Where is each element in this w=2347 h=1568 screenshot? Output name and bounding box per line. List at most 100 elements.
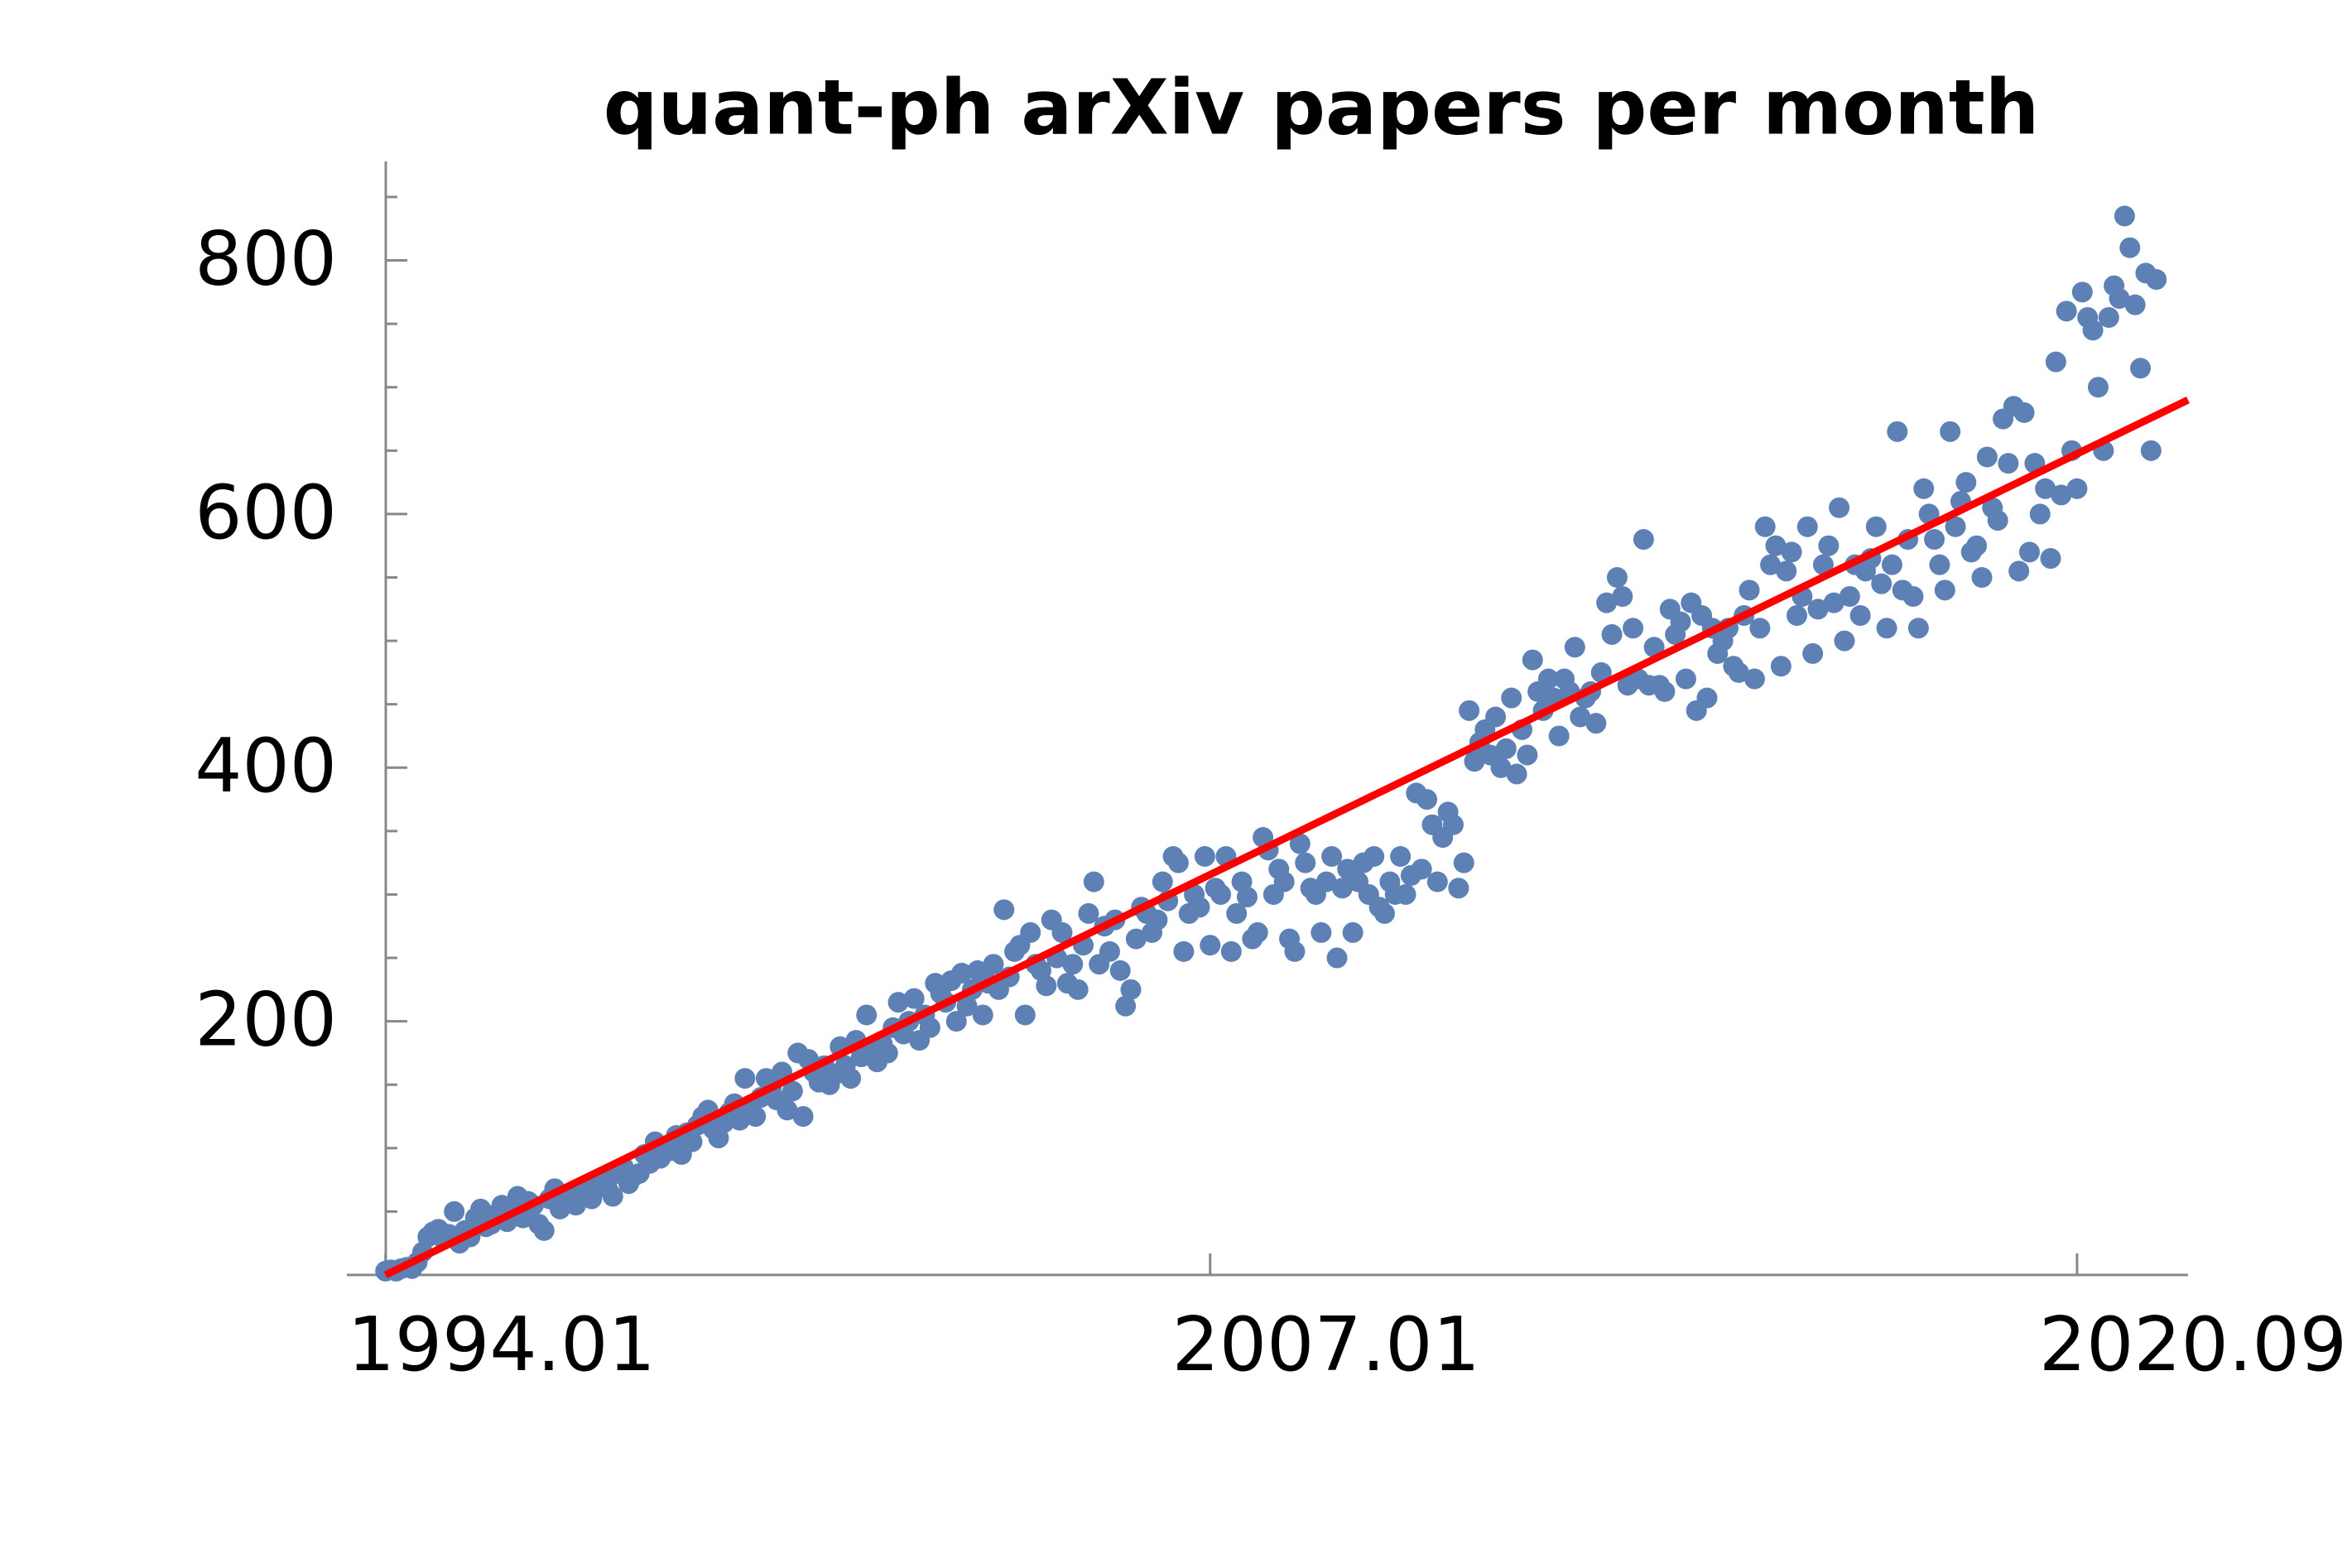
data-point — [1014, 1004, 1036, 1026]
data-point — [1390, 846, 1412, 867]
data-point — [993, 899, 1015, 921]
data-point — [1363, 846, 1385, 867]
data-point — [602, 1186, 623, 1207]
data-point — [1125, 928, 1147, 950]
data-point — [840, 1068, 862, 1089]
data-point — [1411, 859, 1432, 880]
data-point — [1929, 554, 1950, 575]
data-point — [2008, 560, 2030, 582]
data-point — [782, 1080, 803, 1102]
data-point — [2098, 306, 2119, 328]
data-point — [1760, 554, 1782, 575]
data-point — [956, 995, 978, 1017]
data-point — [983, 954, 1004, 975]
data-point — [1987, 510, 2008, 531]
data-point — [777, 1099, 798, 1121]
data-point — [1940, 421, 1961, 442]
data-point — [1537, 668, 1559, 690]
data-point — [792, 1106, 814, 1128]
data-point — [1099, 940, 1120, 962]
data-point — [1289, 833, 1311, 854]
data-point — [1743, 668, 1765, 690]
data-point — [1416, 789, 1438, 810]
data-point — [1913, 478, 1935, 499]
data-point — [681, 1131, 703, 1152]
y-tick-label: 600 — [195, 469, 337, 556]
data-point — [887, 992, 909, 1013]
data-point — [1152, 871, 1173, 892]
data-point — [1147, 909, 1168, 931]
data-point — [1754, 516, 1776, 537]
data-point — [1200, 935, 1221, 956]
data-point — [1501, 687, 1522, 709]
data-point — [1331, 878, 1353, 899]
data-point — [1812, 554, 1834, 575]
data-point — [1839, 585, 1860, 607]
data-point — [1321, 846, 1343, 867]
data-point — [1485, 706, 1507, 728]
data-point — [1976, 446, 1998, 468]
data-point — [2056, 301, 2077, 322]
data-point — [1284, 940, 1306, 962]
data-point — [1459, 700, 1480, 721]
x-tick-label: 2007.01 — [1172, 1301, 1480, 1388]
data-point — [1998, 453, 2019, 474]
data-point — [2082, 320, 2104, 341]
data-point — [1807, 599, 1829, 620]
data-point — [444, 1200, 465, 1222]
data-point — [2066, 478, 2088, 499]
y-tick-label: 200 — [195, 977, 337, 1064]
data-point — [856, 1004, 878, 1026]
data-point — [1596, 592, 1618, 613]
data-point — [1945, 516, 1966, 537]
data-point — [2124, 294, 2146, 315]
data-point — [1564, 637, 1585, 658]
data-point — [1818, 535, 1840, 556]
data-point — [1966, 535, 1988, 556]
data-point — [1829, 497, 1850, 518]
data-point — [1247, 921, 1268, 943]
data-point — [1876, 618, 1897, 639]
data-point — [1051, 921, 1073, 943]
data-point — [2130, 358, 2152, 379]
data-point — [2029, 503, 2051, 525]
data-point — [1506, 763, 1527, 785]
data-point — [1311, 921, 1332, 943]
data-point — [2051, 484, 2072, 506]
data-point — [1194, 846, 1215, 867]
data-point — [1109, 960, 1131, 981]
data-point — [1453, 852, 1474, 873]
data-point — [1696, 687, 1718, 709]
data-point — [1167, 852, 1189, 873]
data-point — [1971, 567, 1993, 588]
data-point — [1871, 573, 1893, 594]
data-point — [1522, 649, 1543, 671]
data-point — [945, 1011, 967, 1032]
data-point — [1934, 580, 1955, 601]
data-point — [1426, 871, 1448, 892]
data-point — [1295, 852, 1316, 873]
data-point — [1115, 995, 1137, 1017]
data-point — [1120, 979, 1142, 1000]
data-point — [1189, 897, 1210, 918]
data-point — [1776, 560, 1797, 582]
data-point — [1865, 516, 1887, 537]
data-point — [1548, 725, 1570, 747]
data-point — [1670, 611, 1691, 632]
data-point — [1749, 618, 1771, 639]
data-point — [1236, 887, 1258, 908]
data-point — [2045, 351, 2066, 373]
data-point — [1585, 713, 1607, 734]
data-point — [1881, 554, 1902, 575]
data-point — [1020, 921, 1041, 943]
data-point — [1781, 541, 1802, 563]
data-point — [533, 1219, 555, 1241]
x-tick-label: 1994.01 — [348, 1301, 656, 1388]
data-point — [2013, 402, 2035, 423]
data-point — [972, 1004, 993, 1026]
data-point — [2071, 281, 2093, 303]
data-point — [903, 988, 925, 1009]
data-point — [1739, 580, 1760, 601]
